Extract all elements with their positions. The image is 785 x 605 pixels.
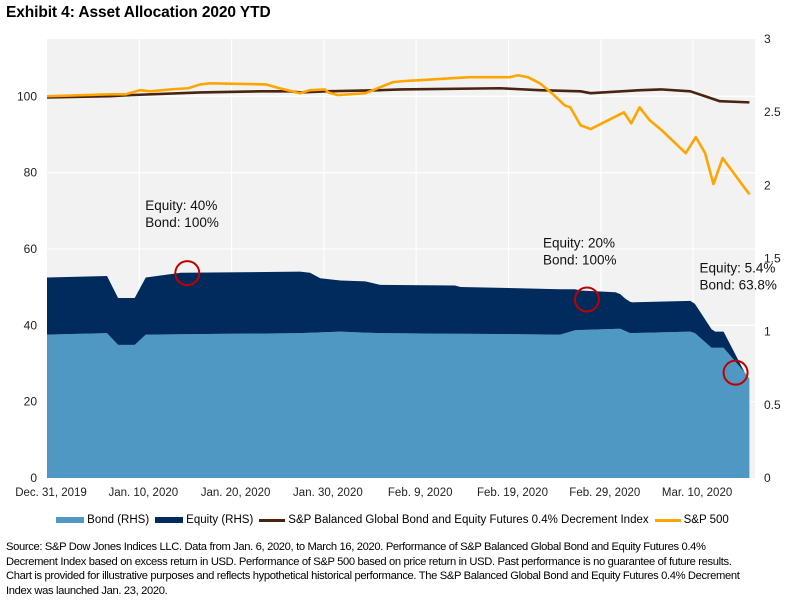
y-left-tick-label: 20 xyxy=(24,395,38,409)
source-note: Source: S&P Dow Jones Indices LLC. Data … xyxy=(6,541,740,597)
x-axis: Dec. 31, 2019 Jan. 10, 2020 Jan. 20, 2020 J… xyxy=(15,487,732,499)
legend-item-equity: Equity (RHS) xyxy=(155,514,253,526)
y-right-tick-label: 2.5 xyxy=(764,105,781,119)
annotation-text: Bond: 100% xyxy=(145,215,219,230)
x-tick-label: Jan. 30, 2020 xyxy=(293,487,363,499)
y-left-tick-label: 80 xyxy=(24,166,38,180)
legend-label: Equity (RHS) xyxy=(186,514,254,526)
legend-item-balanced-index: S&P Balanced Global Bond and Equity Futu… xyxy=(259,514,649,526)
y-left-tick-label: 100 xyxy=(17,89,37,103)
annotation-text: Equity: 40% xyxy=(145,198,217,213)
x-tick-label: Jan. 20, 2020 xyxy=(201,487,271,499)
x-tick-label: Jan. 10, 2020 xyxy=(108,487,178,499)
x-tick-label: Dec. 31, 2019 xyxy=(15,487,87,499)
annotation-text: Equity: 5.4% xyxy=(700,261,776,276)
legend-item-sp500: S&P 500 xyxy=(654,514,729,526)
line-series xyxy=(46,73,751,196)
annotations: Equity: 40% Bond: 100% Equity: 20% Bond: 10… xyxy=(145,198,777,386)
y-right-tick-label: 1 xyxy=(764,325,771,339)
area-series xyxy=(47,271,750,478)
y-right-tick-label: 2 xyxy=(764,178,771,192)
chart-canvas: Equity: 40% Bond: 100% Equity: 20% Bond: 10… xyxy=(15,32,781,499)
legend-label: S&P Balanced Global Bond and Equity Futu… xyxy=(288,514,649,526)
y-right-tick-label: 0.5 xyxy=(764,398,781,412)
x-tick-label: Feb. 29, 2020 xyxy=(569,487,640,499)
y-left-tick-label: 40 xyxy=(24,318,38,332)
legend-swatch-bond xyxy=(56,517,85,523)
area-equity xyxy=(47,271,750,379)
x-tick-label: Feb. 9, 2020 xyxy=(388,487,453,499)
y-left-tick-label: 0 xyxy=(30,471,37,485)
line-balanced-index xyxy=(46,86,750,104)
annotation-text: Bond: 100% xyxy=(543,252,617,267)
legend: Bond (RHS) Equity (RHS) S&P Balanced Glo… xyxy=(0,512,785,528)
annotation-text: Equity: 20% xyxy=(543,235,615,250)
y-right-tick-label: 1.5 xyxy=(764,252,781,266)
line-sp500 xyxy=(46,73,751,196)
chart-title: Exhibit 4: Asset Allocation 2020 YTD xyxy=(6,4,271,21)
annotation-circle xyxy=(174,260,201,287)
y-left-tick-label: 60 xyxy=(24,242,38,256)
legend-swatch-balanced-index xyxy=(259,518,286,522)
x-tick-label: Feb. 19, 2020 xyxy=(477,487,548,499)
annotation-text: Bond: 63.8% xyxy=(700,278,777,293)
y-right-tick-label: 3 xyxy=(764,32,771,46)
legend-label: S&P 500 xyxy=(683,514,729,526)
legend-swatch-sp500 xyxy=(654,518,681,522)
y-axis-right: 0 0.5 1 1.5 2 2.5 3 xyxy=(764,32,781,485)
y-right-tick-label: 0 xyxy=(764,471,771,485)
legend-label: Bond (RHS) xyxy=(87,514,150,526)
annotation-circle xyxy=(722,359,749,386)
x-tick-label: Mar. 10, 2020 xyxy=(662,487,732,499)
area-bond xyxy=(47,328,750,478)
annotation-circle xyxy=(573,286,600,313)
y-axis-left: 0 20 40 60 80 100 xyxy=(17,89,37,485)
legend-item-bond: Bond (RHS) xyxy=(56,514,149,526)
legend-swatch-equity xyxy=(155,517,184,523)
